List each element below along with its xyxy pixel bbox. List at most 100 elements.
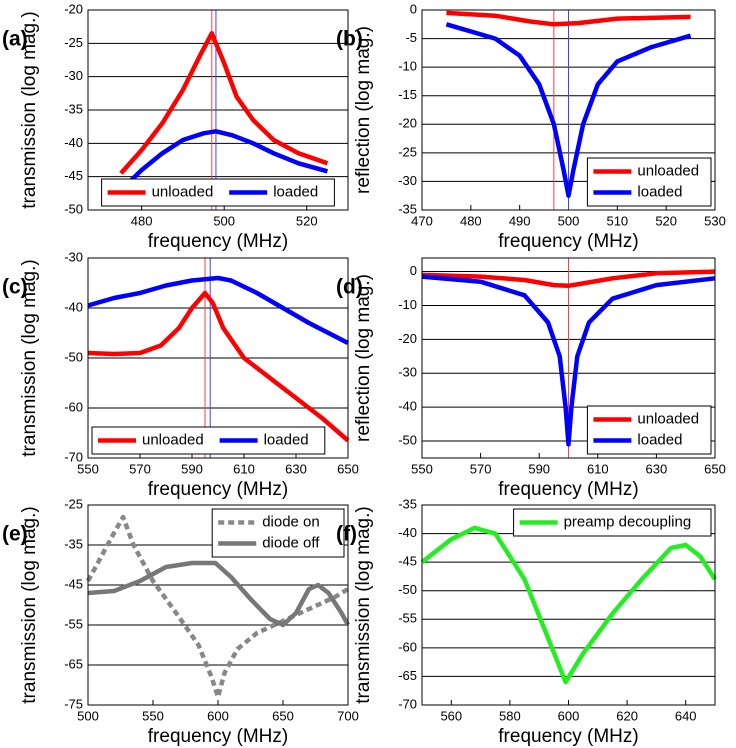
- y-tick-label: -20: [64, 1, 83, 16]
- x-tick-label: 500: [77, 708, 99, 723]
- legend-label: unloaded: [142, 431, 204, 448]
- x-tick-label: 550: [411, 461, 433, 476]
- panel-label: (e): [2, 523, 28, 546]
- y-tick-label: -25: [398, 144, 417, 159]
- x-tick-label: 580: [499, 708, 521, 723]
- panel-label: (b): [336, 28, 363, 51]
- legend-label: loaded: [264, 431, 309, 448]
- legend-label: loaded: [637, 431, 682, 448]
- series-line: [119, 31, 329, 175]
- panel-label: (a): [2, 28, 28, 51]
- x-tick-label: 550: [77, 461, 99, 476]
- x-tick-label: 650: [704, 461, 726, 476]
- x-tick-label: 520: [296, 213, 318, 228]
- x-tick-label: 510: [606, 213, 628, 228]
- panel-label: (f): [336, 523, 357, 546]
- y-tick-label: -35: [64, 101, 83, 116]
- series-line: [421, 274, 716, 447]
- x-tick-label: 550: [142, 708, 164, 723]
- legend-label: loaded: [637, 183, 682, 200]
- plot-frame: [87, 257, 349, 459]
- y-tick-label: -35: [398, 201, 417, 216]
- y-tick-label: -30: [64, 249, 83, 264]
- y-tick-label: -10: [398, 297, 417, 312]
- y-tick-label: -25: [64, 496, 83, 511]
- x-tick-label: 620: [616, 708, 638, 723]
- y-tick-label: -45: [64, 168, 83, 183]
- x-axis-label: frequency (MHz): [148, 479, 288, 500]
- x-tick-label: 650: [337, 461, 359, 476]
- plot-frame: [87, 9, 349, 211]
- series-line: [446, 10, 691, 27]
- x-tick-label: 520: [655, 213, 677, 228]
- x-tick-label: 600: [558, 708, 580, 723]
- x-tick-label: 590: [528, 461, 550, 476]
- y-axis-label: transmission (log mag.): [19, 259, 40, 456]
- x-tick-label: 610: [233, 461, 255, 476]
- y-axis-label: transmission (log mag.): [19, 506, 40, 703]
- y-tick-label: -50: [64, 349, 83, 364]
- y-tick-label: 0: [410, 1, 417, 16]
- y-tick-label: -70: [398, 696, 417, 711]
- x-tick-label: 480: [460, 213, 482, 228]
- series-line: [421, 269, 716, 289]
- x-tick-label: 630: [285, 461, 307, 476]
- y-axis-label: reflection (log mag.): [353, 26, 374, 194]
- x-tick-label: 500: [213, 213, 235, 228]
- y-tick-label: -65: [64, 656, 83, 671]
- legend-label: diode on: [262, 513, 320, 530]
- y-tick-label: -55: [64, 616, 83, 631]
- legend-box: [586, 157, 712, 207]
- legend-label: unloaded: [637, 410, 699, 427]
- y-tick-label: -45: [64, 576, 83, 591]
- legend-label: preamp decoupling: [564, 513, 692, 530]
- series-line: [420, 525, 717, 685]
- y-tick-label: -25: [64, 35, 83, 50]
- y-tick-label: -55: [398, 611, 417, 626]
- y-tick-label: -30: [398, 173, 417, 188]
- legend-label: unloaded: [637, 162, 699, 179]
- y-tick-label: -50: [398, 432, 417, 447]
- x-tick-label: 600: [207, 708, 229, 723]
- y-tick-label: -60: [398, 639, 417, 654]
- y-tick-label: -30: [64, 68, 83, 83]
- y-tick-label: -20: [398, 331, 417, 346]
- x-tick-label: 570: [470, 461, 492, 476]
- x-tick-label: 560: [440, 708, 462, 723]
- legend-box: [211, 508, 345, 558]
- y-tick-label: -30: [398, 365, 417, 380]
- y-tick-label: 0: [410, 263, 417, 278]
- legend-label: diode off: [262, 534, 320, 551]
- y-tick-label: -40: [398, 525, 417, 540]
- y-tick-label: -35: [398, 496, 417, 511]
- plot-frame: [421, 9, 716, 211]
- x-tick-label: 470: [411, 213, 433, 228]
- x-axis-label: frequency (MHz): [148, 231, 288, 252]
- y-tick-label: -40: [64, 135, 83, 150]
- legend-label: unloaded: [152, 183, 214, 200]
- series-line: [119, 129, 329, 192]
- x-tick-label: 700: [337, 708, 359, 723]
- y-tick-label: -40: [398, 399, 417, 414]
- y-tick-label: -40: [64, 299, 83, 314]
- y-tick-label: -20: [398, 116, 417, 131]
- y-tick-label: -35: [64, 536, 83, 551]
- panel-label: (d): [336, 276, 363, 299]
- x-tick-label: 480: [131, 213, 153, 228]
- x-axis-label: frequency (MHz): [498, 231, 638, 252]
- y-tick-label: -5: [405, 30, 417, 45]
- series-line: [87, 560, 350, 628]
- legend-label: loaded: [273, 183, 318, 200]
- x-tick-label: 490: [509, 213, 531, 228]
- y-tick-label: -15: [398, 87, 417, 102]
- y-axis-label: reflection (log mag.): [353, 274, 374, 442]
- plot-frame: [87, 504, 349, 706]
- y-tick-label: -60: [64, 399, 83, 414]
- y-tick-label: -65: [398, 668, 417, 683]
- y-tick-label: -50: [398, 582, 417, 597]
- x-tick-label: 570: [129, 461, 151, 476]
- series-line: [445, 22, 692, 198]
- y-tick-label: -45: [398, 554, 417, 569]
- x-tick-label: 640: [675, 708, 697, 723]
